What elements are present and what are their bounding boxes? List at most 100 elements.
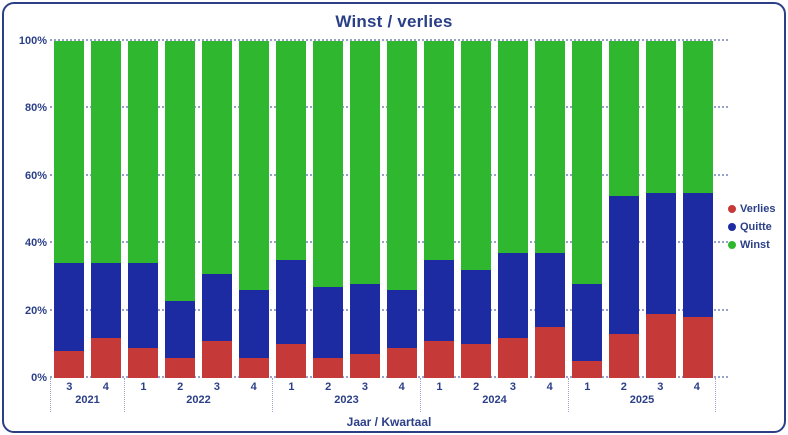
bar-slot	[605, 41, 642, 378]
stacked-bar-2025-q2[interactable]	[608, 41, 639, 378]
segment-winst[interactable]	[275, 41, 306, 261]
quarter-label: 1	[288, 381, 295, 393]
segment-quitte[interactable]	[534, 253, 565, 328]
legend-label: Winst	[740, 239, 770, 251]
segment-quitte[interactable]	[571, 283, 602, 362]
segment-verlies[interactable]	[275, 344, 306, 378]
year-label: 2024	[482, 394, 507, 406]
segment-quitte[interactable]	[386, 290, 417, 348]
segment-winst[interactable]	[312, 41, 343, 288]
segment-winst[interactable]	[497, 41, 528, 254]
bar-slot	[383, 41, 420, 378]
segment-quitte[interactable]	[312, 287, 343, 358]
stacked-bar-2025-q3[interactable]	[645, 41, 676, 378]
segment-winst[interactable]	[53, 41, 84, 264]
quarter-label: 2	[177, 381, 184, 393]
segment-verlies[interactable]	[460, 344, 491, 378]
segment-quitte[interactable]	[423, 260, 454, 341]
stacked-bar-2025-q1[interactable]	[571, 41, 602, 378]
segment-quitte[interactable]	[682, 192, 713, 318]
stacked-bar-2023-q2[interactable]	[312, 41, 343, 378]
stacked-bar-2022-q3[interactable]	[201, 41, 232, 378]
stacked-bar-2023-q4[interactable]	[386, 41, 417, 378]
segment-quitte[interactable]	[127, 263, 158, 348]
label-group-2023: 1 2 3 4 2023	[272, 378, 420, 412]
segment-winst[interactable]	[423, 41, 454, 261]
stacked-bar-2023-q1[interactable]	[275, 41, 306, 378]
segment-quitte[interactable]	[349, 283, 380, 355]
bar-slot	[568, 41, 605, 378]
segment-winst[interactable]	[460, 41, 491, 271]
stacked-bar-2022-q2[interactable]	[164, 41, 195, 378]
y-tick-label: 100%	[18, 35, 47, 47]
quarter-label: 2	[620, 381, 627, 393]
segment-quitte[interactable]	[201, 273, 232, 341]
segment-quitte[interactable]	[238, 290, 269, 358]
segment-verlies[interactable]	[312, 357, 343, 378]
stacked-bar-2024-q3[interactable]	[497, 41, 528, 378]
segment-winst[interactable]	[238, 41, 269, 291]
quarter-label: 2	[325, 381, 332, 393]
segment-verlies[interactable]	[534, 327, 565, 378]
quarter-label: 3	[66, 381, 73, 393]
segment-quitte[interactable]	[497, 253, 528, 338]
segment-verlies[interactable]	[53, 351, 84, 378]
segment-winst[interactable]	[127, 41, 158, 264]
legend: Verlies Quitte Winst	[728, 41, 786, 378]
bar-slot	[457, 41, 494, 378]
y-tick-label: 20%	[24, 304, 47, 317]
segment-winst[interactable]	[534, 41, 565, 254]
stacked-bar-2021-q4[interactable]	[90, 41, 121, 378]
segment-verlies[interactable]	[497, 337, 528, 378]
segment-verlies[interactable]	[608, 334, 639, 378]
segment-verlies[interactable]	[238, 357, 269, 378]
quarter-label: 2	[473, 381, 480, 393]
segment-winst[interactable]	[349, 41, 380, 284]
segment-verlies[interactable]	[164, 357, 195, 378]
segment-winst[interactable]	[386, 41, 417, 291]
stacked-bar-2021-q3[interactable]	[53, 41, 84, 378]
stacked-bar-2022-q4[interactable]	[238, 41, 269, 378]
bar-groups	[50, 41, 716, 378]
segment-verlies[interactable]	[349, 354, 380, 378]
year-label: 2023	[334, 394, 359, 406]
stacked-bar-2025-q4[interactable]	[682, 41, 713, 378]
segment-verlies[interactable]	[571, 361, 602, 378]
legend-item-verlies[interactable]: Verlies	[728, 203, 786, 215]
segment-winst[interactable]	[645, 41, 676, 193]
stacked-bar-2024-q1[interactable]	[423, 41, 454, 378]
gridline	[50, 39, 728, 41]
segment-winst[interactable]	[201, 41, 232, 274]
segment-verlies[interactable]	[423, 340, 454, 378]
bar-slot	[161, 41, 198, 378]
segment-quitte[interactable]	[608, 196, 639, 335]
segment-quitte[interactable]	[90, 263, 121, 338]
segment-winst[interactable]	[90, 41, 121, 264]
stacked-bar-2023-q3[interactable]	[349, 41, 380, 378]
stacked-bar-2024-q2[interactable]	[460, 41, 491, 378]
segment-quitte[interactable]	[275, 260, 306, 345]
segment-verlies[interactable]	[645, 313, 676, 378]
quarter-label: 4	[693, 381, 700, 393]
segment-quitte[interactable]	[460, 270, 491, 345]
segment-verlies[interactable]	[682, 317, 713, 378]
legend-item-quitte[interactable]: Quitte	[728, 221, 786, 233]
segment-winst[interactable]	[682, 41, 713, 193]
segment-verlies[interactable]	[90, 337, 121, 378]
segment-quitte[interactable]	[53, 263, 84, 352]
segment-quitte[interactable]	[645, 192, 676, 314]
year-label: 2025	[629, 394, 655, 406]
stacked-bar-2024-q4[interactable]	[534, 41, 565, 378]
stacked-bar-2022-q1[interactable]	[127, 41, 158, 378]
segment-winst[interactable]	[608, 41, 639, 197]
segment-quitte[interactable]	[164, 300, 195, 358]
segment-verlies[interactable]	[127, 347, 158, 378]
segment-winst[interactable]	[571, 41, 602, 284]
segment-verlies[interactable]	[386, 347, 417, 378]
segment-verlies[interactable]	[201, 340, 232, 378]
label-group-2024: 1 2 3 4 2024	[420, 378, 568, 412]
quarter-label: 4	[398, 381, 405, 393]
legend-item-winst[interactable]: Winst	[728, 239, 786, 251]
y-tick-label: 0%	[31, 372, 47, 384]
segment-winst[interactable]	[164, 41, 195, 301]
